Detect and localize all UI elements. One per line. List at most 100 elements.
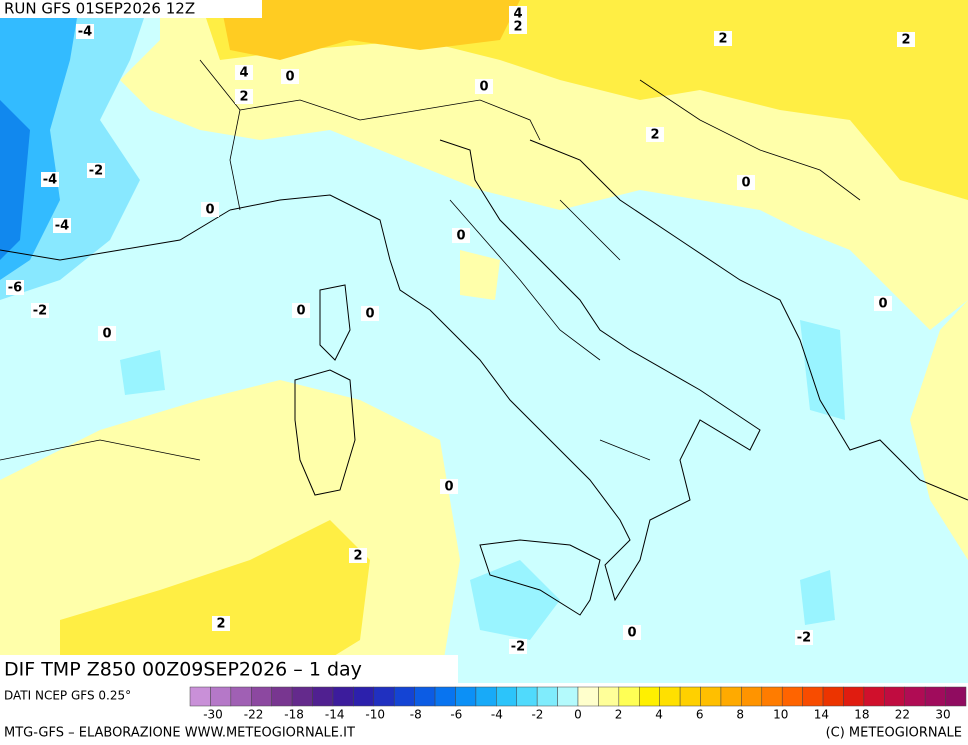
colorbar-swatch — [210, 686, 232, 707]
contour-label: 2 — [216, 617, 225, 632]
label-box — [292, 303, 310, 318]
colorbar-swatch — [659, 686, 681, 707]
colorbar-swatch — [291, 686, 313, 707]
contour-label: -2 — [33, 304, 47, 319]
contour-label: 2 — [513, 20, 522, 35]
label-box — [475, 79, 493, 94]
colorbar-label: -10 — [365, 708, 385, 722]
footer-right: (C) METEOGIORNALE — [826, 726, 962, 741]
label-box — [53, 218, 71, 233]
colorbar-swatch — [557, 686, 579, 707]
colorbar-swatch — [434, 686, 456, 707]
colorbar-label: -30 — [203, 708, 223, 722]
label-box — [795, 630, 813, 645]
label-box — [737, 175, 755, 190]
label-box — [98, 326, 116, 341]
colorbar-swatch — [230, 686, 252, 707]
colorbar-swatch — [802, 686, 824, 707]
contour-label: -2 — [89, 164, 103, 179]
map-title: DIF TMP Z850 00Z09SEP2026 – 1 day — [4, 659, 362, 681]
contour-label: 2 — [650, 128, 659, 143]
contour-label: 2 — [718, 32, 727, 47]
contour-label: 2 — [901, 33, 910, 48]
contour-label: 2 — [353, 549, 362, 564]
colorbar-label: 2 — [615, 708, 623, 722]
colorbar-swatch — [353, 686, 375, 707]
label-box — [76, 24, 94, 39]
map-field — [0, 0, 968, 683]
colorbar-swatch — [639, 686, 660, 707]
label-box — [509, 6, 527, 21]
colorbar-label: 8 — [736, 708, 744, 722]
colorbar-label: 18 — [854, 708, 869, 722]
colorbar-swatch — [414, 686, 436, 707]
colorbar-label: 14 — [814, 708, 829, 722]
contour-label: 0 — [285, 70, 294, 85]
colorbar-swatch — [312, 686, 334, 707]
label-box — [714, 31, 732, 46]
contour-label: -4 — [43, 173, 57, 188]
label-box — [281, 69, 299, 84]
colorbar-label: 4 — [655, 708, 663, 722]
colorbar-label: -14 — [325, 708, 345, 722]
colorbar-swatch — [189, 686, 211, 707]
coastlines — [0, 59, 968, 616]
label-box — [874, 296, 892, 311]
colorbar: -30 -22 -18 -14 -10 -8 -6 -4 -2 0 2 4 6 8 10 14 18 22 30 — [189, 686, 967, 722]
colorbar-label: 30 — [935, 708, 950, 722]
colorbar-swatch — [700, 686, 722, 707]
contour-label: 2 — [239, 90, 248, 105]
contour-label: -4 — [55, 219, 69, 234]
contour-label: -4 — [78, 25, 92, 40]
colorbar-swatch — [271, 686, 293, 707]
contour-label: 4 — [239, 66, 248, 81]
label-box — [6, 280, 24, 295]
contour-label: 0 — [627, 626, 636, 641]
label-box — [440, 479, 458, 494]
colorbar-swatch — [679, 686, 701, 707]
colorbar-swatch — [843, 686, 865, 707]
colorbar-swatch — [251, 686, 272, 707]
contour-label: 0 — [878, 297, 887, 312]
colorbar-label: -22 — [244, 708, 264, 722]
colorbar-swatch — [924, 686, 946, 707]
contour-label: 0 — [205, 203, 214, 218]
label-box — [452, 228, 470, 243]
colorbar-label: -8 — [410, 708, 422, 722]
label-box — [235, 89, 253, 104]
label-box — [235, 65, 253, 80]
colorbar-swatch — [496, 686, 517, 707]
contour-label: 0 — [296, 304, 305, 319]
label-box — [87, 163, 105, 178]
label-box — [41, 172, 59, 187]
contour-label: -2 — [511, 640, 525, 655]
colorbar-swatch — [720, 686, 742, 707]
colorbar-label: 0 — [574, 708, 582, 722]
colorbar-swatch — [332, 686, 354, 707]
colorbar-swatch — [455, 686, 477, 707]
contour-label: 0 — [365, 307, 374, 322]
colorbar-swatch — [863, 686, 885, 707]
contour-label: 0 — [444, 480, 453, 495]
label-box — [201, 202, 219, 217]
label-box — [212, 616, 230, 631]
colorbar-swatch — [373, 686, 395, 707]
colorbar-label: -2 — [531, 708, 543, 722]
colorbar-swatch — [536, 686, 558, 707]
label-box — [509, 19, 527, 34]
label-box — [646, 127, 664, 142]
contour-label: 0 — [741, 176, 750, 191]
colorbar-swatch — [618, 686, 640, 707]
colorbar-swatch — [904, 686, 926, 707]
footer-left: MTG-GFS – ELABORAZIONE WWW.METEOGIORNALE… — [4, 726, 355, 741]
colorbar-label: -18 — [284, 708, 304, 722]
run-label: RUN GFS 01SEP2026 12Z — [4, 0, 195, 18]
colorbar-swatch — [945, 686, 967, 707]
contour-label: -6 — [8, 281, 22, 296]
colorbar-swatch — [598, 686, 620, 707]
contour-label: 0 — [456, 229, 465, 244]
colorbar-label: 6 — [696, 708, 704, 722]
colorbar-swatch — [781, 686, 803, 707]
